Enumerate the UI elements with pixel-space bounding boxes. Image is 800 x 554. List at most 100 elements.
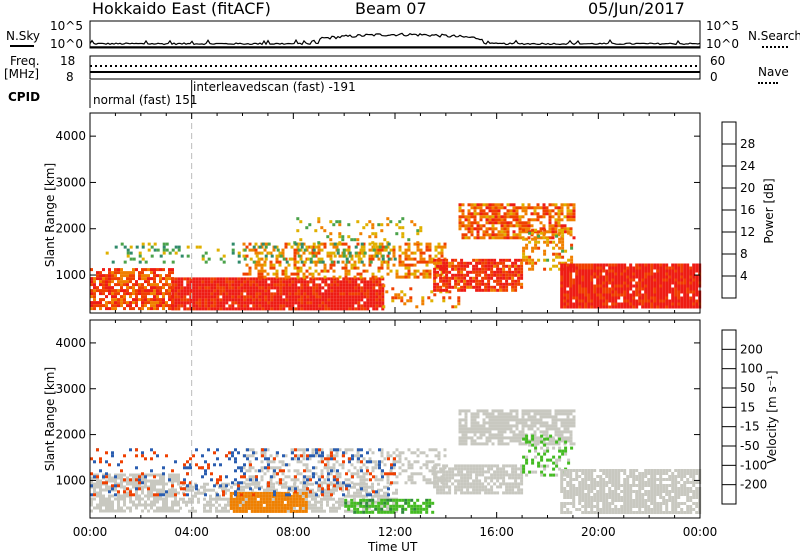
heatmap-cell	[135, 497, 138, 501]
heatmap-cell	[413, 257, 417, 261]
heatmap-cell	[566, 302, 570, 306]
heatmap-cell	[159, 491, 162, 495]
heatmap-cell	[548, 442, 552, 446]
heatmap-cell	[546, 258, 550, 262]
heatmap-cell	[554, 421, 558, 425]
heatmap-cell	[230, 485, 233, 489]
heatmap-cell	[509, 430, 513, 434]
heatmap-cell	[635, 305, 639, 309]
heatmap-cell	[520, 267, 524, 271]
heatmap-cell	[232, 500, 236, 504]
heatmap-cell	[372, 254, 376, 258]
heatmap-cell	[335, 475, 339, 479]
heatmap-cell	[620, 266, 624, 270]
heatmap-cell	[320, 226, 324, 230]
heatmap-cell	[548, 427, 552, 431]
heatmap-cell	[527, 412, 531, 416]
heatmap-cell	[572, 287, 576, 291]
heatmap-cell	[374, 507, 378, 511]
heatmap-cell	[144, 506, 147, 510]
heatmap-cell	[138, 260, 142, 264]
heatmap-cell	[635, 299, 639, 303]
freq-right-tick-top: 60	[710, 54, 726, 68]
heatmap-cell	[425, 466, 429, 470]
heatmap-cell	[375, 245, 379, 249]
heatmap-cell	[409, 299, 413, 303]
heatmap-cell	[602, 302, 606, 306]
heatmap-cell	[467, 230, 471, 234]
heatmap-cell	[372, 307, 376, 311]
heatmap-cell	[623, 275, 627, 279]
heatmap-cell	[548, 224, 552, 228]
heatmap-cell	[572, 442, 576, 446]
heatmap-cell	[219, 277, 223, 281]
heatmap-cell	[659, 281, 663, 285]
heatmap-cell	[484, 476, 488, 480]
heatmap-cell	[171, 289, 175, 293]
heatmap-cell	[561, 228, 565, 232]
heatmap-cell	[162, 488, 165, 492]
heatmap-cell	[171, 248, 175, 252]
heatmap-cell	[457, 296, 461, 300]
heatmap-cell	[315, 286, 319, 290]
heatmap-cell	[578, 296, 582, 300]
heatmap-cell	[629, 266, 633, 270]
heatmap-cell	[521, 427, 525, 431]
heatmap-cell	[490, 464, 494, 468]
heatmap-cell	[150, 245, 154, 249]
heatmap-cell	[273, 295, 277, 299]
heatmap-cell	[467, 436, 471, 440]
heatmap-cell	[272, 272, 276, 276]
heatmap-cell	[126, 277, 129, 281]
heatmap-cell	[463, 467, 467, 471]
heatmap-cell	[460, 267, 464, 271]
heatmap-cell	[120, 298, 123, 302]
heatmap-cell	[542, 212, 546, 216]
heatmap-cell	[90, 497, 93, 501]
heatmap-cell	[416, 260, 420, 264]
heatmap-cell	[207, 286, 211, 290]
heatmap-cell	[129, 301, 132, 305]
heatmap-cell	[105, 488, 108, 492]
heatmap-cell	[451, 476, 455, 480]
heatmap-cell	[252, 307, 256, 311]
heatmap-cell	[518, 206, 522, 210]
heatmap-cell	[461, 203, 465, 207]
heatmap-cell	[359, 232, 363, 236]
heatmap-cell	[239, 503, 242, 507]
heatmap-cell	[165, 277, 168, 281]
heatmap-cell	[671, 275, 675, 279]
heatmap-cell	[542, 236, 546, 240]
heatmap-cell	[287, 509, 290, 513]
heatmap-cell	[204, 295, 208, 299]
heatmap-cell	[353, 472, 357, 476]
heatmap-cell	[129, 497, 132, 501]
heatmap-cell	[321, 292, 325, 296]
heatmap-cell	[542, 233, 546, 237]
heatmap-cell	[490, 267, 494, 271]
heatmap-cell	[129, 280, 132, 284]
heatmap-cell	[593, 272, 597, 276]
heatmap-cell	[566, 424, 570, 428]
heatmap-cell	[303, 289, 307, 293]
heatmap-cell	[225, 280, 229, 284]
heatmap-cell	[635, 266, 639, 270]
heatmap-cell	[327, 292, 331, 296]
heatmap-cell	[348, 298, 352, 302]
heatmap-cell	[413, 223, 417, 227]
heatmap-cell	[150, 271, 153, 275]
heatmap-cell	[174, 488, 177, 492]
heatmap-cell	[182, 491, 185, 495]
heatmap-cell	[326, 503, 329, 507]
heatmap-cell	[560, 224, 564, 228]
heatmap-cell	[596, 290, 600, 294]
heatmap-cell	[479, 430, 483, 434]
heatmap-cell	[464, 433, 468, 437]
heatmap-cell	[520, 273, 524, 277]
heatmap-cell	[320, 503, 323, 507]
heatmap-cell	[419, 226, 423, 230]
heatmap-cell	[168, 506, 171, 510]
heatmap-cell	[511, 270, 515, 274]
heatmap-cell	[566, 293, 570, 297]
heatmap-cell	[231, 292, 235, 296]
